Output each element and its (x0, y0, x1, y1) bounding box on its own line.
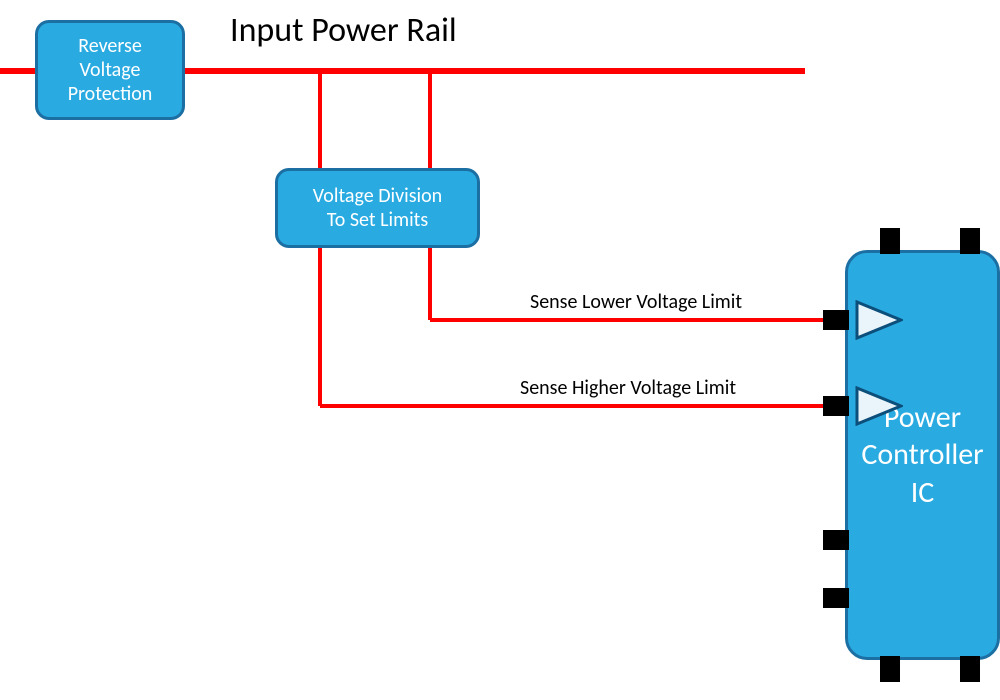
ic-pin (880, 228, 900, 254)
block-reverse-voltage-protection: Reverse Voltage Protection (35, 20, 185, 120)
label-line: Voltage Division (313, 184, 442, 208)
ic-pin (960, 656, 980, 682)
wire-higher-sense-drop (318, 248, 322, 406)
wire-lower-sense-horiz (430, 318, 845, 322)
buffer-triangle-icon (855, 386, 903, 426)
ic-pin (823, 530, 849, 550)
label-line: Protection (68, 82, 153, 106)
ic-pin (960, 228, 980, 254)
ic-pin (823, 588, 849, 608)
diagram-canvas: Input Power Rail Reverse Voltage Protect… (0, 0, 1000, 700)
ic-pin (823, 396, 849, 416)
label-sense-higher-voltage-limit: Sense Higher Voltage Limit (520, 376, 736, 400)
block-label: Voltage Division To Set Limits (313, 184, 442, 232)
wire-rail-to-divider-right (428, 71, 432, 168)
diagram-title: Input Power Rail (230, 10, 457, 51)
wire-higher-sense-horiz (320, 404, 845, 408)
buffer-triangle-icon (855, 300, 903, 340)
ic-pin (880, 656, 900, 682)
label-line: Voltage (68, 58, 153, 82)
label-sense-lower-voltage-limit: Sense Lower Voltage Limit (530, 290, 742, 314)
label-line: To Set Limits (313, 208, 442, 232)
ic-pin (823, 310, 849, 330)
label-line: Controller (861, 436, 983, 474)
block-label: Reverse Voltage Protection (68, 34, 153, 106)
wire-rail-to-divider-left (318, 71, 322, 168)
block-voltage-division: Voltage Division To Set Limits (275, 168, 480, 248)
wire-lower-sense-drop (428, 248, 432, 320)
label-line: IC (861, 474, 983, 512)
label-line: Reverse (68, 34, 153, 58)
